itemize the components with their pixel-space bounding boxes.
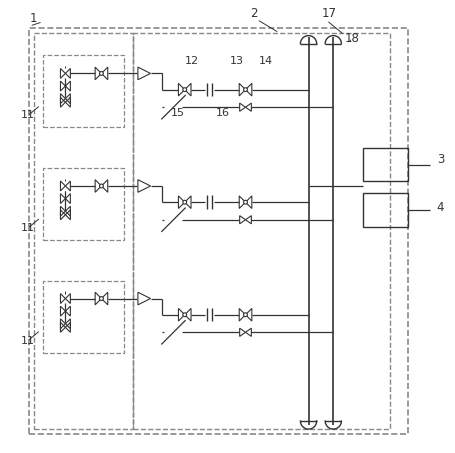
Text: 11: 11	[20, 111, 35, 120]
Text: 2: 2	[250, 7, 258, 20]
Circle shape	[243, 88, 248, 92]
Circle shape	[183, 313, 187, 317]
Circle shape	[100, 72, 103, 75]
Text: 11: 11	[20, 336, 35, 346]
Circle shape	[243, 200, 248, 204]
Text: 1: 1	[30, 12, 37, 24]
Text: 18: 18	[344, 32, 359, 45]
Circle shape	[183, 200, 187, 204]
Text: 12: 12	[185, 57, 199, 67]
Circle shape	[243, 313, 248, 317]
Text: 4: 4	[437, 201, 445, 214]
Text: 17: 17	[322, 7, 337, 20]
Text: 15: 15	[171, 108, 185, 118]
Text: 14: 14	[259, 57, 273, 67]
Circle shape	[100, 297, 103, 300]
Text: 3: 3	[437, 154, 444, 166]
Text: 13: 13	[230, 57, 244, 67]
Text: 16: 16	[216, 108, 230, 118]
Text: 11: 11	[20, 223, 35, 233]
Circle shape	[100, 184, 103, 188]
Circle shape	[183, 88, 187, 92]
